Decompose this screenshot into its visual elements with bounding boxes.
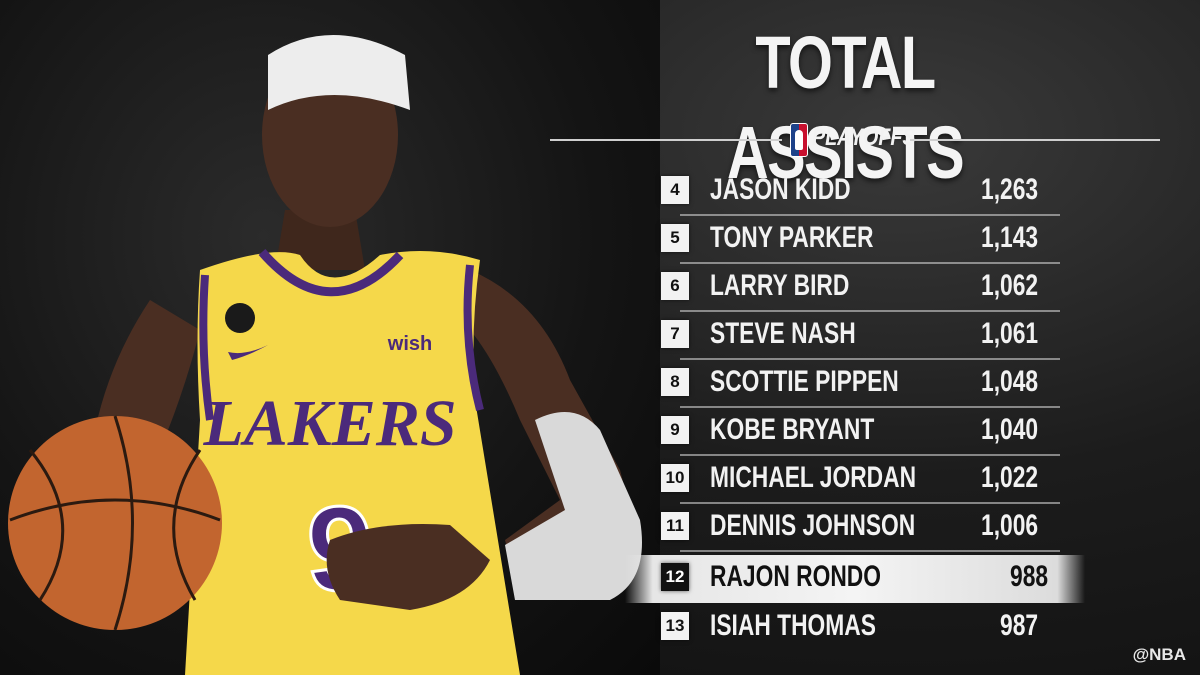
rank-badge: 5 (661, 224, 689, 252)
leaderboard-row: 5 TONY PARKER 1,143 (640, 216, 1060, 264)
player-name: JASON KIDD (710, 173, 851, 206)
row-divider (680, 454, 1060, 456)
assist-total: 1,048 (980, 365, 1038, 398)
assist-total: 987 (999, 609, 1038, 642)
leaderboard-row-highlighted: 12 RAJON RONDO 988 (625, 555, 1085, 603)
rank-badge: 11 (661, 512, 689, 540)
graphic-title: TOTAL ASSISTS (726, 21, 965, 194)
leaderboard-row: 6 LARRY BIRD 1,062 (640, 264, 1060, 312)
rank-badge: 10 (661, 464, 689, 492)
player-name: LARRY BIRD (710, 269, 850, 302)
player-name: MICHAEL JORDAN (710, 461, 917, 494)
graphic-subtitle: PLAYOFFS (812, 124, 916, 151)
row-divider (680, 358, 1060, 360)
rank-badge: 9 (661, 416, 689, 444)
assist-total: 1,022 (980, 461, 1038, 494)
rank-badge: 8 (661, 368, 689, 396)
divider-left (550, 139, 782, 141)
memorial-patch-icon (225, 303, 255, 333)
row-divider (680, 502, 1060, 504)
assist-total: 988 (1009, 560, 1048, 593)
leaderboard-row: 13 ISIAH THOMAS 987 (640, 604, 1060, 652)
leaderboard-row: 7 STEVE NASH 1,061 (640, 312, 1060, 360)
row-divider (680, 310, 1060, 312)
row-divider (680, 406, 1060, 408)
nba-logo-icon (790, 123, 808, 157)
assist-total: 1,263 (980, 173, 1038, 206)
rank-badge: 6 (661, 272, 689, 300)
player-name: TONY PARKER (710, 221, 874, 254)
subtitle-row: PLAYOFFS (550, 120, 1160, 160)
divider-right (910, 139, 1160, 141)
player-name: RAJON RONDO (710, 560, 882, 593)
basketball-icon (8, 416, 222, 630)
headband-shape (268, 35, 410, 110)
rank-badge: 7 (661, 320, 689, 348)
leaderboard-row: 8 SCOTTIE PIPPEN 1,048 (640, 360, 1060, 408)
player-name: KOBE BRYANT (710, 413, 875, 446)
player-illustration: LAKERS 9 wish (8, 35, 642, 675)
jersey-sponsor: wish (387, 333, 432, 355)
rank-badge: 13 (661, 612, 689, 640)
player-name: SCOTTIE PIPPEN (710, 365, 899, 398)
jersey-text: LAKERS (202, 387, 456, 460)
leaderboard-row: 4 JASON KIDD 1,263 (640, 168, 1060, 216)
row-divider (680, 262, 1060, 264)
rank-badge: 12 (661, 563, 689, 591)
assist-total: 1,143 (980, 221, 1038, 254)
leaderboard-row: 10 MICHAEL JORDAN 1,022 (640, 456, 1060, 504)
social-handle: @NBA (1132, 645, 1186, 664)
assist-total: 1,062 (980, 269, 1038, 302)
rank-badge: 4 (661, 176, 689, 204)
assist-total: 1,061 (980, 317, 1038, 350)
player-name: STEVE NASH (710, 317, 856, 350)
player-photo: LAKERS 9 wish (0, 0, 660, 675)
row-divider (680, 214, 1060, 216)
row-divider (680, 550, 1060, 552)
leaderboard-row: 11 DENNIS JOHNSON 1,006 (640, 504, 1060, 552)
assist-total: 1,040 (980, 413, 1038, 446)
leaderboard-row: 9 KOBE BRYANT 1,040 (640, 408, 1060, 456)
player-name: ISIAH THOMAS (710, 609, 876, 642)
swoosh-icon (228, 345, 268, 360)
player-name: DENNIS JOHNSON (710, 509, 916, 542)
assist-total: 1,006 (980, 509, 1038, 542)
